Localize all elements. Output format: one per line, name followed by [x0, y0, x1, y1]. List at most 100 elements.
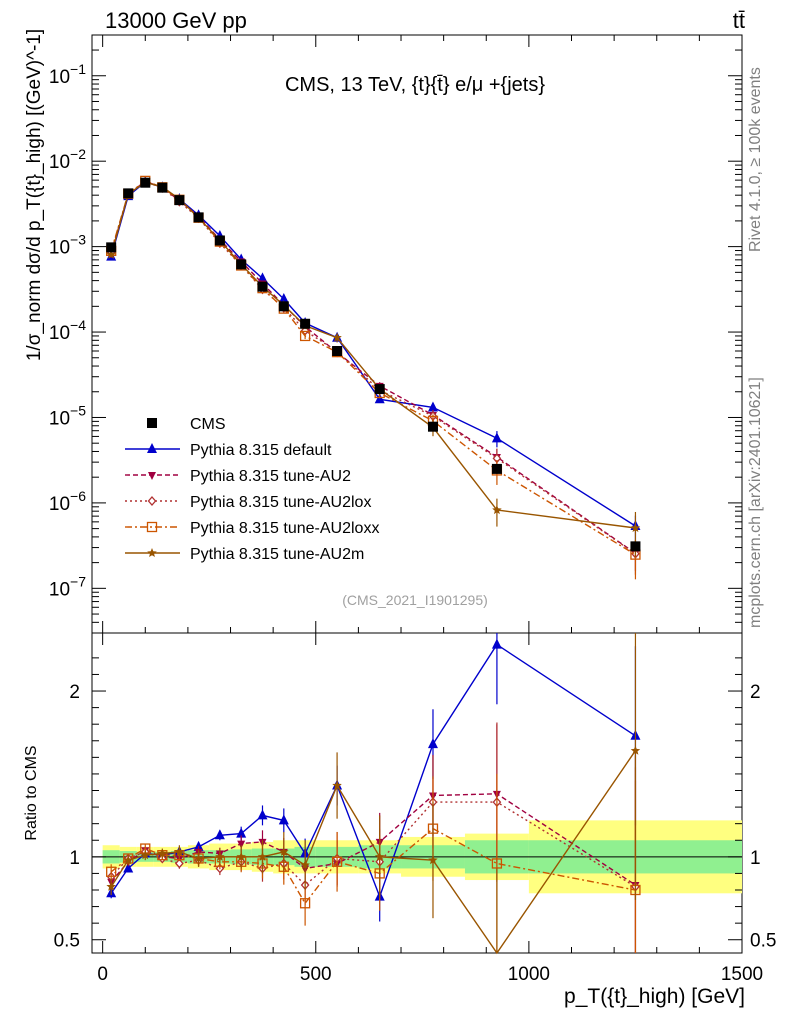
y-tick-label: 10−1 — [49, 61, 86, 88]
data-point-cms — [140, 177, 151, 188]
ratio-point-pythia-8-315-tune-au2m — [257, 851, 268, 861]
ratio-point-pythia-8-315-tune-au2m — [193, 853, 204, 863]
ratio-point-pythia-8-315-tune-au2m — [630, 745, 641, 755]
ratio-point-pythia-8-315-default — [214, 829, 225, 840]
rivet-label: Rivet 4.1.0, ≥ 100k events — [747, 67, 764, 252]
x-axis-label: p_T({t}_high) [GeV] — [564, 985, 745, 1008]
mcplots-label: mcplots.cern.ch [arXiv:2401.10621] — [747, 377, 764, 628]
y-tick-label: 10−2 — [49, 146, 86, 173]
ratio-point-pythia-8-315-tune-au2m — [106, 881, 116, 891]
data-point-cms — [300, 318, 311, 329]
data-point-cms — [257, 281, 268, 292]
y-tick-label: 10−3 — [49, 232, 86, 259]
data-point-cms — [491, 463, 502, 474]
main-panel — [91, 34, 743, 634]
ratio-tick-label: 2 — [69, 682, 80, 703]
ratio-point-pythia-8-315-default — [236, 827, 247, 838]
legend-label-pythia-8-315-tune-au2: Pythia 8.315 tune-AU2 — [190, 468, 351, 485]
ratio-point-pythia-8-315-default — [257, 809, 268, 820]
ratio-tick-label: 0.5 — [54, 931, 80, 952]
legend-label-cms: CMS — [190, 416, 226, 433]
ratio-point-pythia-8-315-tune-au2m — [279, 846, 289, 856]
ratio-point-pythia-8-315-tune-au2lox — [175, 858, 184, 869]
ratio-point-pythia-8-315-tune-au2m — [428, 855, 438, 865]
legend-label-pythia-8-315-tune-au2lox: Pythia 8.315 tune-AU2lox — [190, 494, 371, 511]
data-point-cms — [427, 421, 438, 432]
ratio-point-pythia-8-315-default — [123, 862, 134, 873]
x-tick-label: 500 — [300, 964, 332, 985]
ratio-point-pythia-8-315-tune-au2m — [140, 850, 150, 860]
data-point-cms — [157, 182, 168, 193]
x-tick-label: 1500 — [721, 964, 763, 985]
ratio-frame — [91, 632, 743, 954]
ratio-point-pythia-8-315-tune-au2m — [215, 851, 225, 861]
y-tick-label: 10−7 — [49, 573, 86, 600]
data-point-cms — [193, 212, 204, 223]
legend-marker-pythia-8-315-tune-au2loxx — [146, 521, 158, 533]
y-tick-label: 10−4 — [49, 317, 86, 344]
ratio-tick-label-right: 0.5 — [750, 931, 776, 952]
legend-marker-pythia-8-315-default — [147, 443, 157, 453]
chart-title: CMS, 13 TeV, {t}{t̄} e/μ +{jets} — [285, 74, 545, 96]
ratio-point-pythia-8-315-tune-au2 — [237, 840, 246, 849]
legend-label-pythia-8-315-tune-au2loxx: Pythia 8.315 tune-AU2loxx — [190, 520, 379, 537]
ratio-point-pythia-8-315-tune-au2m — [300, 860, 310, 870]
legend-marker-pythia-8-315-tune-au2 — [148, 472, 156, 480]
x-tick-label: 1000 — [508, 964, 550, 985]
data-point-cms — [236, 259, 247, 270]
ratio-point-pythia-8-315-tune-au2m — [123, 855, 133, 865]
legend-marker-pythia-8-315-tune-au2lox — [147, 496, 157, 506]
main-point-pythia-8-315-tune-au2m — [332, 332, 342, 342]
main-point-pythia-8-315-tune-au2m — [492, 505, 502, 515]
legend-label-pythia-8-315-default: Pythia 8.315 default — [190, 442, 332, 459]
main-point-pythia-8-315-tune-au2m — [630, 523, 641, 532]
ratio-y-axis-label: Ratio to CMS — [23, 745, 40, 840]
ratio-tick-label-right: 2 — [750, 682, 761, 703]
ratio-point-pythia-8-315-tune-au2loxx — [491, 858, 503, 869]
ratio-point-pythia-8-315-tune-au2m — [236, 851, 246, 861]
data-point-cms — [332, 345, 343, 356]
legend: CMS Pythia 8.315 default Pythia 8.315 tune… — [125, 416, 379, 563]
data-point-cms — [278, 301, 289, 312]
ratio-point-pythia-8-315-tune-au2loxx — [106, 866, 117, 877]
ratio-point-pythia-8-315-default — [278, 814, 289, 825]
analysis-watermark: (CMS_2021_I1901295) — [342, 592, 488, 608]
y-tick-label: 10−5 — [49, 402, 86, 429]
data-point-cms — [374, 384, 385, 395]
ratio-point-pythia-8-315-default — [427, 738, 438, 749]
y-axis-label-text: 1/σ_norm dσ/d p_T({t}_high) [(GeV)^-1] — [24, 29, 45, 361]
legend-marker-cms — [147, 418, 157, 428]
main-point-pythia-8-315-tune-au2loxx — [299, 330, 311, 342]
main-point-pythia-8-315-default — [278, 292, 289, 303]
main-point-pythia-8-315-tune-au2m — [106, 249, 116, 259]
ratio-panel — [91, 632, 743, 955]
x-tick-label: 0 — [97, 964, 108, 985]
main-point-pythia-8-315-default — [427, 401, 438, 412]
ratio-line-pythia-8-315-tune-au2m — [110, 750, 636, 955]
header-right: tt̄ — [733, 8, 745, 33]
data-point-cms — [174, 195, 185, 206]
ratio-point-pythia-8-315-default — [491, 638, 502, 649]
legend-label-pythia-8-315-tune-au2m: Pythia 8.315 tune-AU2m — [190, 546, 364, 563]
data-point-cms — [630, 541, 641, 552]
ratio-tick-label-right: 1 — [750, 848, 761, 869]
ratio-line-pythia-8-315-tune-au2lox — [110, 801, 636, 888]
ratio-point-pythia-8-315-tune-au2loxx — [331, 856, 343, 867]
data-point-cms — [106, 242, 117, 253]
ratio-point-pythia-8-315-tune-au2m — [374, 851, 385, 861]
main-point-pythia-8-315-default — [491, 432, 502, 443]
ratio-point-pythia-8-315-tune-au2m — [332, 780, 342, 790]
ratio-line-pythia-8-315-tune-au2loxx — [110, 827, 636, 905]
ratio-tick-label: 1 — [69, 848, 80, 869]
ratio-point-pythia-8-315-default — [193, 840, 204, 851]
main-frame — [91, 34, 743, 634]
ratio-point-pythia-8-315-tune-au2m — [174, 846, 185, 856]
y-tick-label: 10−6 — [49, 488, 86, 515]
ratio-point-pythia-8-315-tune-au2loxx — [299, 898, 311, 909]
data-point-cms — [214, 235, 225, 246]
legend-marker-pythia-8-315-tune-au2m — [147, 548, 157, 557]
data-point-cms — [123, 188, 134, 199]
header-left: 13000 GeV pp — [105, 8, 247, 33]
ratio-point-pythia-8-315-tune-au2m — [157, 848, 168, 858]
